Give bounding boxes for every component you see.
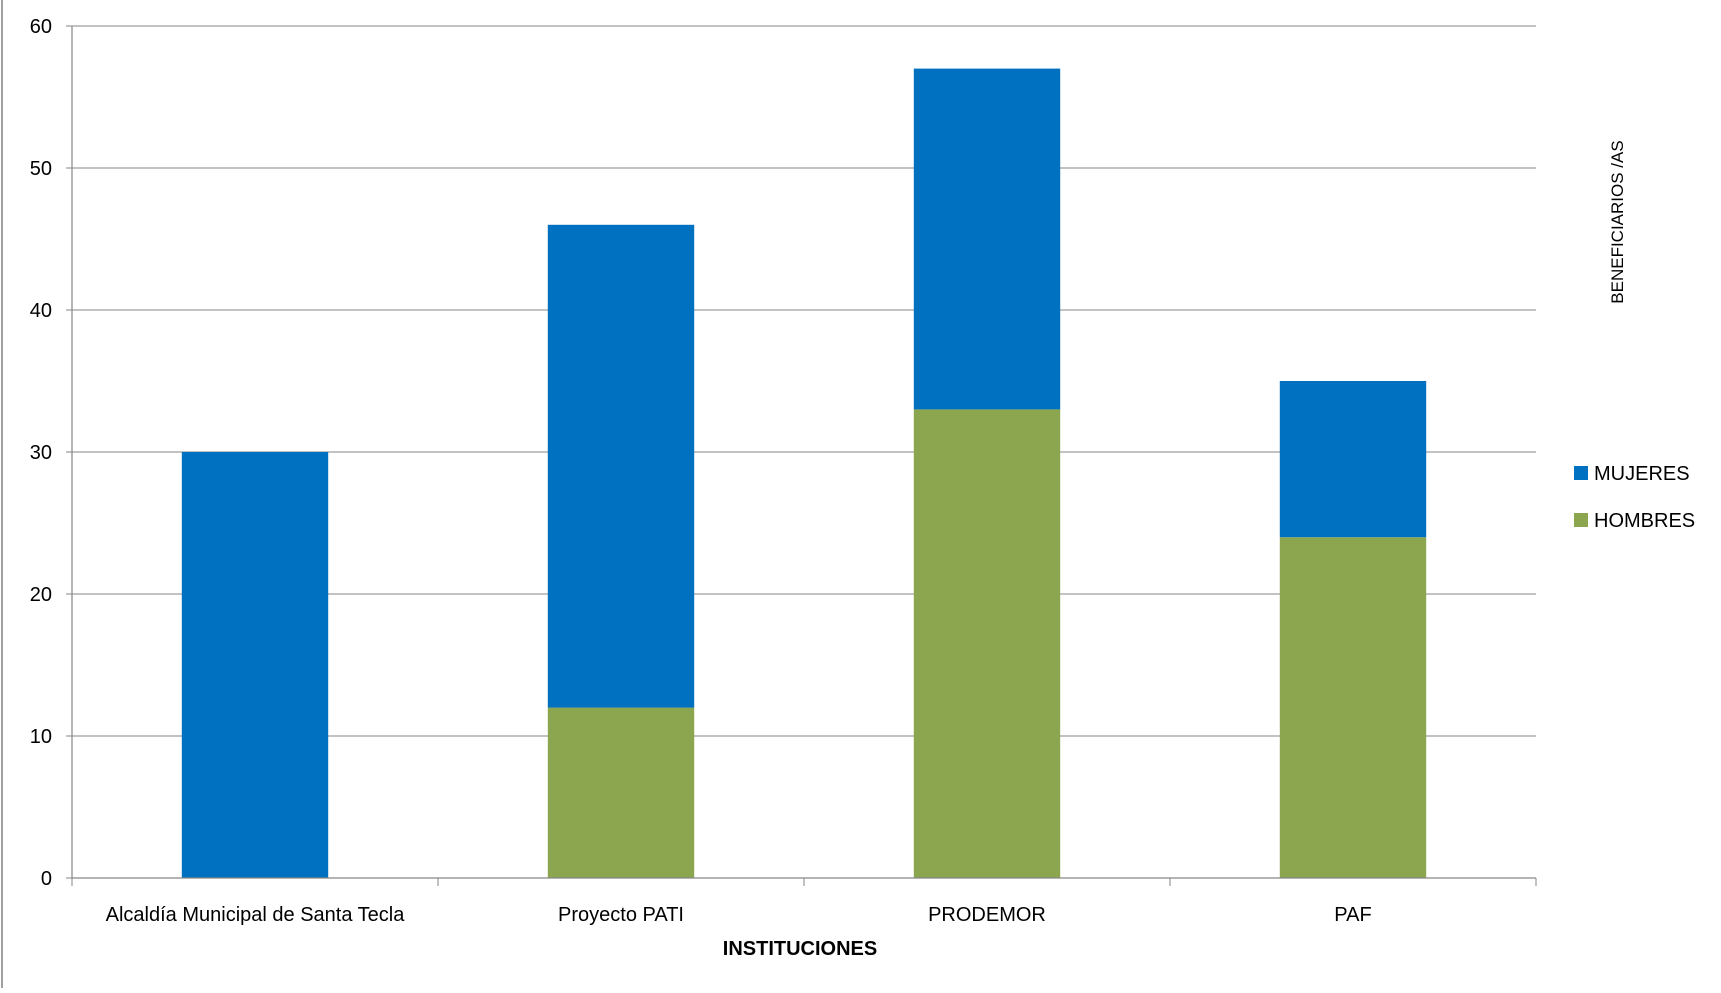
y-tick-label-10: 10 [30, 726, 52, 748]
bar-mujeres-alcaldia-municipal-de-santa-tecla [181, 452, 329, 878]
legend-label-mujeres: MUJERES [1594, 463, 1690, 485]
legend: MUJERES HOMBRES [1574, 463, 1695, 532]
y-tick-label-60: 60 [30, 16, 52, 38]
x-axis-title: INSTITUCIONES [723, 938, 877, 960]
bar-mujeres-paf [1279, 381, 1427, 538]
x-tick-label-alcaldia-municipal-de-santa-tecla: Alcaldía Municipal de Santa Tecla [106, 904, 406, 926]
tick-labels: 0 10 20 30 40 50 60 Alcaldía Municipal de Santa… [30, 16, 1372, 926]
x-tick-label-proyecto-pati: Proyecto PATI [558, 904, 684, 926]
y-tick-label-20: 20 [30, 584, 52, 606]
bar-hombres-paf [1279, 537, 1427, 878]
bars [181, 68, 1427, 878]
y-tick-label-40: 40 [30, 300, 52, 322]
y-tick-label-50: 50 [30, 158, 52, 180]
x-tick-label-paf: PAF [1334, 904, 1371, 926]
legend-label-hombres: HOMBRES [1594, 510, 1695, 532]
bar-mujeres-proyecto-pati [547, 224, 695, 708]
legend-swatch-mujeres [1574, 466, 1588, 480]
bar-mujeres-prodemor [913, 68, 1061, 410]
legend-swatch-hombres [1574, 513, 1588, 527]
bar-hombres-proyecto-pati [547, 707, 695, 878]
y-tick-label-30: 30 [30, 442, 52, 464]
axes [66, 25, 1537, 886]
y-axis-title: BENEFICIARIOS /AS [1608, 140, 1627, 303]
y-tick-label-0: 0 [41, 868, 52, 890]
x-tick-label-prodemor: PRODEMOR [928, 904, 1046, 926]
bar-hombres-prodemor [913, 409, 1061, 878]
